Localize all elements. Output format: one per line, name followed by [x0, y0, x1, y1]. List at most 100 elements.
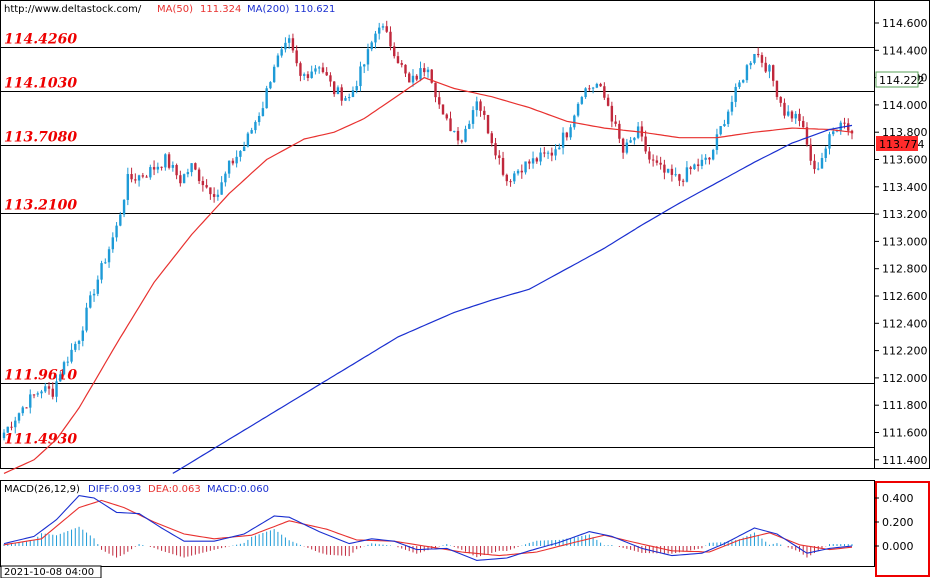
- candle-body: [385, 26, 388, 32]
- candle-body: [546, 152, 550, 154]
- macd-tick-label: 0.000: [882, 540, 914, 553]
- candle-body: [340, 87, 343, 101]
- candle-body: [378, 27, 381, 34]
- candle-body: [516, 170, 520, 174]
- candle-body: [261, 108, 265, 116]
- candle-body: [741, 80, 745, 83]
- candle-body: [674, 174, 677, 176]
- candle-body: [96, 279, 100, 294]
- candle-body: [47, 386, 51, 389]
- candle-body: [426, 69, 430, 73]
- candle-body: [588, 88, 591, 90]
- candle-body: [790, 111, 794, 119]
- candle-body: [805, 127, 809, 145]
- candle-body: [599, 83, 602, 87]
- candle-body: [81, 330, 84, 341]
- candle-body: [633, 137, 636, 141]
- candle-body: [351, 90, 355, 98]
- candle-body: [205, 185, 208, 188]
- candle-body: [543, 152, 546, 154]
- candle-body: [336, 87, 340, 95]
- candle-body: [107, 249, 111, 263]
- candle-body: [85, 307, 88, 331]
- candle-body: [209, 187, 212, 195]
- macd-value: MACD:0.060: [207, 484, 269, 495]
- candle-body: [730, 101, 734, 112]
- candle-body: [77, 340, 81, 344]
- candle-body: [651, 159, 655, 161]
- candle-body: [738, 82, 741, 87]
- candle-body: [408, 73, 411, 83]
- candle-body: [306, 74, 310, 78]
- candle-body: [520, 170, 524, 173]
- level-label: 114.1030: [4, 76, 77, 92]
- candle-body: [321, 67, 325, 73]
- candlesticks: [2, 20, 854, 441]
- candle-body: [374, 33, 377, 43]
- candle-body: [445, 114, 448, 119]
- candle-body: [595, 83, 599, 88]
- candle-body: [775, 80, 779, 97]
- candle-body: [36, 393, 39, 395]
- candle-body: [122, 199, 126, 215]
- candle-body: [434, 82, 437, 98]
- candle-body: [809, 144, 812, 161]
- candle-body: [802, 120, 805, 128]
- candle-body: [404, 64, 407, 74]
- candle-body: [115, 225, 118, 238]
- macd-axis-frame[interactable]: [875, 481, 930, 577]
- candle-body: [847, 123, 850, 131]
- candle-body: [314, 68, 317, 72]
- candle-body: [670, 168, 674, 175]
- candle-body: [591, 87, 595, 89]
- candle-body: [239, 151, 242, 157]
- candle-body: [55, 381, 58, 397]
- candle-body: [44, 386, 47, 392]
- candle-body: [839, 122, 842, 131]
- candle-body: [817, 168, 820, 170]
- candle-body: [224, 173, 227, 183]
- candle-body: [179, 175, 182, 184]
- candle-body: [269, 82, 272, 89]
- price-tick-label: 113.200: [882, 208, 928, 221]
- candle-body: [779, 96, 782, 103]
- candle-body: [513, 173, 516, 182]
- candle-body: [363, 64, 366, 67]
- candle-body: [344, 98, 347, 101]
- candle-body: [614, 121, 617, 124]
- candle-body: [629, 140, 632, 143]
- marked-price-box: [875, 71, 919, 88]
- candle-body: [32, 394, 36, 396]
- level-label: 113.2100: [4, 198, 77, 214]
- candle-body: [152, 167, 156, 170]
- candle-body: [449, 118, 452, 132]
- candle-body: [227, 160, 231, 174]
- candle-body: [640, 126, 644, 137]
- last-price-label: 113.774: [879, 138, 925, 151]
- candle-body: [681, 180, 685, 182]
- last-price-box: [876, 136, 918, 151]
- candle-body: [531, 158, 535, 164]
- candle-body: [726, 111, 730, 125]
- candle-body: [700, 159, 704, 166]
- candle-body: [291, 38, 295, 51]
- candle-body: [584, 88, 587, 98]
- candle-body: [603, 86, 606, 98]
- candle-body: [490, 133, 493, 144]
- candle-body: [772, 65, 775, 81]
- candle-body: [659, 162, 662, 165]
- candle-body: [246, 133, 250, 147]
- candle-body: [573, 115, 576, 128]
- source-url[interactable]: http://www.deltastock.com/: [4, 4, 142, 15]
- candle-body: [160, 166, 163, 168]
- candle-body: [787, 111, 790, 116]
- candle-body: [393, 46, 396, 57]
- candle-body: [475, 101, 478, 111]
- ma200-value: 110.621: [294, 4, 335, 15]
- candle-body: [197, 169, 201, 182]
- candle-body: [569, 127, 572, 138]
- candle-body: [760, 55, 764, 63]
- candle-body: [299, 63, 302, 76]
- candle-body: [201, 181, 205, 186]
